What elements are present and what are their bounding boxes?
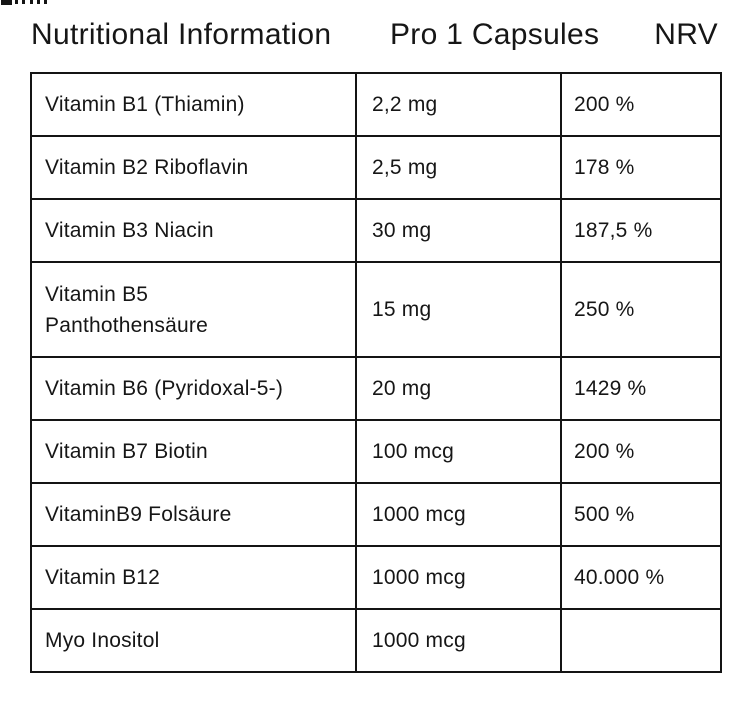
nutrient-cell: Vitamin B1 (Thiamin) xyxy=(30,72,357,137)
nrv-cell: 178 % xyxy=(560,135,722,200)
nrv-cell: 1429 % xyxy=(560,356,722,421)
cropped-glyph-mark xyxy=(37,0,40,4)
nutrient-cell: Vitamin B7 Biotin xyxy=(30,419,357,484)
nrv-value: 40.000 % xyxy=(574,565,665,589)
amount-value: 15 mg xyxy=(372,297,432,321)
table-row: Vitamin B6 (Pyridoxal-5-) 20 mg 1429 % xyxy=(30,356,722,421)
amount-cell: 1000 mcg xyxy=(355,545,562,610)
nrv-value: 500 % xyxy=(574,502,635,526)
nrv-cell: 187,5 % xyxy=(560,198,722,263)
nrv-cell: 250 % xyxy=(560,261,722,358)
nrv-cell: 200 % xyxy=(560,419,722,484)
nutrient-label: Myo Inositol xyxy=(45,628,160,652)
nutrient-cell: Vitamin B3 Niacin xyxy=(30,198,357,263)
amount-cell: 1000 mcg xyxy=(355,608,562,673)
nrv-value: 178 % xyxy=(574,155,635,179)
amount-value: 1000 mcg xyxy=(372,502,466,526)
nutrient-cell: Vitamin B12 xyxy=(30,545,357,610)
nutrient-cell: VitaminB9 Folsäure xyxy=(30,482,357,547)
amount-cell: 2,2 mg xyxy=(355,72,562,137)
amount-cell: 2,5 mg xyxy=(355,135,562,200)
amount-cell: 100 mcg xyxy=(355,419,562,484)
nrv-value: 200 % xyxy=(574,439,635,463)
table-row: Vitamin B7 Biotin 100 mcg 200 % xyxy=(30,419,722,484)
amount-value: 20 mg xyxy=(372,376,432,400)
cropped-text-fragment xyxy=(1,0,51,6)
nutrient-label: Vitamin B2 Riboflavin xyxy=(45,155,249,179)
nutrient-cell: Vitamin B6 (Pyridoxal-5-) xyxy=(30,356,357,421)
table-row: Vitamin B1 (Thiamin) 2,2 mg 200 % xyxy=(30,72,722,137)
table-row: Vitamin B3 Niacin 30 mg 187,5 % xyxy=(30,198,722,263)
nutrient-label: Vitamin B6 (Pyridoxal-5-) xyxy=(45,376,284,400)
nrv-value: 200 % xyxy=(574,92,635,116)
amount-value: 100 mcg xyxy=(372,439,454,463)
amount-value: 1000 mcg xyxy=(372,565,466,589)
cropped-glyph-mark xyxy=(15,0,18,4)
table-row: Vitamin B5 Panthothensäure 15 mg 250 % xyxy=(30,261,722,358)
column-header-nutrient: Nutritional Information xyxy=(31,18,332,51)
cropped-glyph-mark xyxy=(30,0,33,4)
nutrition-table: Vitamin B1 (Thiamin) 2,2 mg 200 % Vitami… xyxy=(30,72,722,673)
nutrient-label: Vitamin B7 Biotin xyxy=(45,439,208,463)
amount-cell: 20 mg xyxy=(355,356,562,421)
nutrient-label: Vitamin B1 (Thiamin) xyxy=(45,92,245,116)
cropped-glyph-mark xyxy=(44,0,47,4)
nrv-value: 250 % xyxy=(574,297,635,321)
nutrient-label: Vitamin B3 Niacin xyxy=(45,218,214,242)
amount-cell: 15 mg xyxy=(355,261,562,358)
nrv-cell: 500 % xyxy=(560,482,722,547)
cropped-glyph-mark xyxy=(22,0,25,4)
nutrient-cell: Myo Inositol xyxy=(30,608,357,673)
nutrient-label: VitaminB9 Folsäure xyxy=(45,502,232,526)
amount-cell: 30 mg xyxy=(355,198,562,263)
amount-value: 30 mg xyxy=(372,218,432,242)
table-row: Vitamin B2 Riboflavin 2,5 mg 178 % xyxy=(30,135,722,200)
nutrient-cell: Vitamin B2 Riboflavin xyxy=(30,135,357,200)
amount-value: 2,5 mg xyxy=(372,155,438,179)
nutrient-label: Vitamin B12 xyxy=(45,565,161,589)
table-header-row: Nutritional Information Pro 1 Capsules N… xyxy=(30,14,720,56)
amount-value: 2,2 mg xyxy=(372,92,438,116)
nrv-cell: 200 % xyxy=(560,72,722,137)
column-header-amount: Pro 1 Capsules xyxy=(390,18,600,51)
nutrient-label: Vitamin B5 Panthothensäure xyxy=(45,282,208,337)
amount-cell: 1000 mcg xyxy=(355,482,562,547)
nutrient-cell: Vitamin B5 Panthothensäure xyxy=(30,261,357,358)
nrv-value: 187,5 % xyxy=(574,218,653,242)
nrv-value: 1429 % xyxy=(574,376,647,400)
table-row: Vitamin B12 1000 mcg 40.000 % xyxy=(30,545,722,610)
column-header-nrv: NRV xyxy=(654,18,718,51)
cropped-glyph-mark xyxy=(1,0,12,5)
nrv-cell xyxy=(560,608,722,673)
amount-value: 1000 mcg xyxy=(372,628,466,652)
table-row: VitaminB9 Folsäure 1000 mcg 500 % xyxy=(30,482,722,547)
table-row: Myo Inositol 1000 mcg xyxy=(30,608,722,673)
nrv-cell: 40.000 % xyxy=(560,545,722,610)
